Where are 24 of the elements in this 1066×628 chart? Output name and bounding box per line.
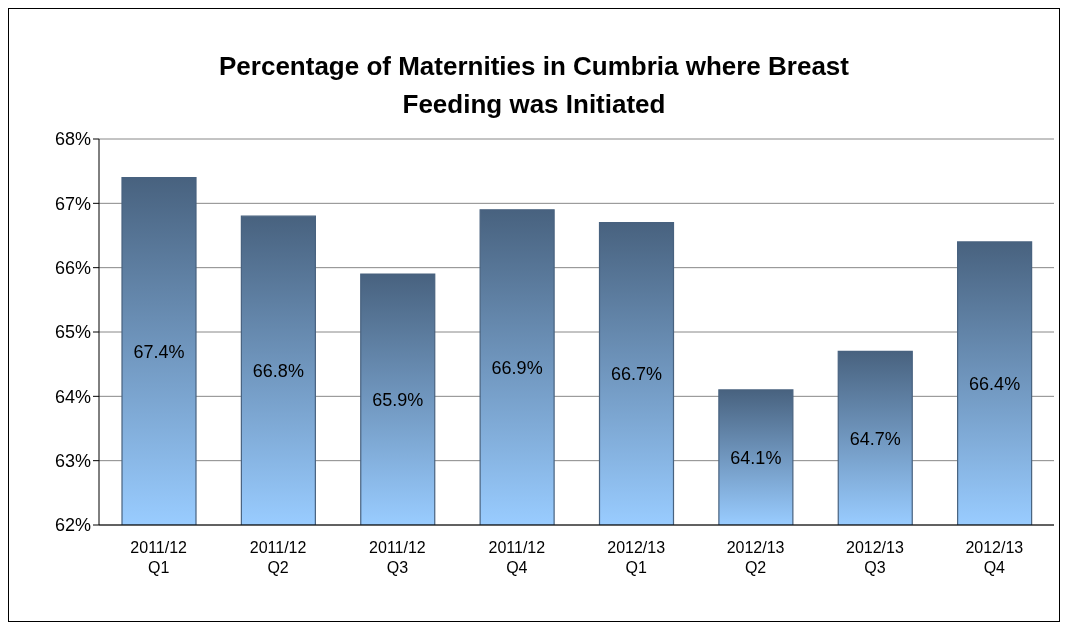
x-tick-label: 2011/12 Q4 — [488, 539, 546, 576]
data-label: 66.7% — [610, 364, 663, 385]
x-tick-label: 2012/13 Q2 — [726, 539, 785, 576]
y-tick-label: 62% — [54, 515, 91, 536]
data-label: 64.7% — [849, 428, 901, 449]
x-tick-label: 2012/13 Q3 — [846, 539, 904, 576]
data-label: 66.9% — [491, 357, 543, 378]
data-label: 66.8% — [252, 360, 304, 381]
y-tick-label: 66% — [54, 258, 91, 279]
data-label: 66.4% — [969, 373, 1021, 394]
x-tick-label: 2012/13 Q1 — [607, 539, 666, 576]
y-tick-label: 67% — [54, 193, 91, 214]
y-tick-label: 64% — [54, 386, 91, 407]
x-tick-label: 2011/12 Q3 — [369, 539, 426, 576]
data-label: 67.4% — [133, 341, 185, 362]
chart-title: Percentage of Maternities in Cumbria where Breast Feeding was Initiated — [218, 50, 850, 121]
data-label: 64.1% — [730, 447, 782, 468]
y-tick-label: 65% — [54, 322, 91, 343]
x-tick-label: 2011/12 Q1 — [130, 539, 188, 576]
y-tick-label: 68% — [54, 129, 91, 150]
x-tick-label: 2012/13 Q4 — [965, 539, 1024, 576]
x-tick-label: 2011/12 Q2 — [249, 539, 307, 576]
y-tick-label: 63% — [54, 451, 91, 472]
data-label: 65.9% — [372, 389, 424, 410]
